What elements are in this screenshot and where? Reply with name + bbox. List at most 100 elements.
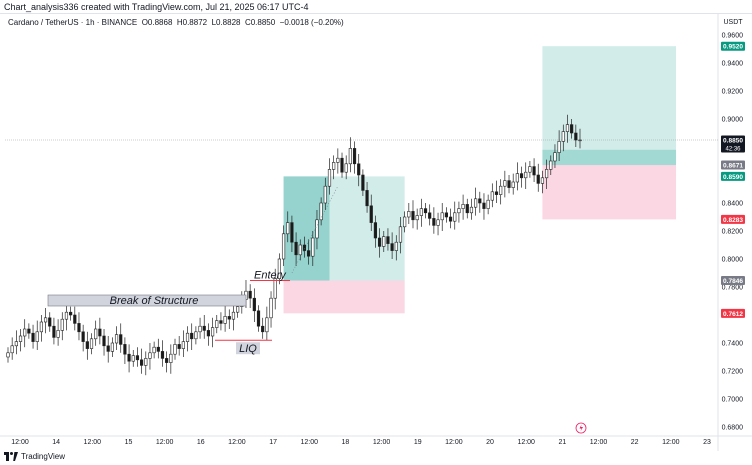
candle-body	[148, 352, 152, 359]
chart-area[interactable]: USDT0.96000.94000.92000.90000.88000.8600…	[0, 13, 752, 451]
candle	[210, 317, 215, 348]
candle	[273, 268, 277, 310]
candle	[227, 309, 231, 329]
footer-brand[interactable]: TradingView	[4, 452, 65, 461]
position-trend-line	[291, 186, 339, 274]
countdown-label: 42:36	[725, 147, 741, 153]
candle	[269, 291, 273, 328]
candle-body	[140, 359, 144, 366]
candle-body	[361, 174, 365, 191]
candle-body	[210, 327, 215, 337]
candle-body	[478, 198, 482, 204]
candle	[156, 338, 160, 359]
candle	[173, 338, 177, 360]
candle	[315, 210, 319, 250]
candle	[519, 166, 524, 188]
candle-body	[18, 335, 23, 342]
candle	[185, 326, 190, 352]
candle	[457, 201, 461, 223]
candle-body	[102, 335, 106, 347]
candle-body	[369, 205, 373, 223]
candle	[307, 239, 311, 265]
candle-body	[252, 297, 256, 312]
candle-body	[177, 344, 181, 349]
candle	[177, 336, 181, 356]
candle-body	[327, 169, 332, 187]
price-chart[interactable]: USDT0.96000.94000.92000.90000.88000.8600…	[0, 14, 752, 451]
candle-body	[357, 163, 361, 176]
candle	[398, 217, 403, 254]
candle	[524, 162, 528, 189]
candle	[215, 315, 219, 334]
candle-body	[31, 332, 35, 342]
candle	[428, 204, 432, 226]
candle	[540, 170, 545, 194]
candle	[465, 198, 469, 219]
candle-body	[386, 236, 390, 244]
candle	[6, 347, 10, 363]
candle-body	[219, 320, 223, 324]
candle-body	[561, 131, 565, 142]
candle	[261, 317, 265, 339]
candle-body	[557, 141, 561, 153]
candle	[290, 215, 294, 252]
candle-body	[298, 244, 302, 256]
candle-body	[574, 132, 578, 141]
y-tick-label: 0.6800	[722, 425, 744, 432]
candle	[294, 232, 298, 266]
candle-body	[440, 212, 444, 221]
x-tick-label: 19	[414, 439, 422, 446]
candle-body	[98, 328, 102, 337]
candle	[98, 317, 102, 345]
candle	[377, 228, 382, 258]
candle	[102, 329, 106, 356]
candle	[35, 320, 39, 350]
price-axis-label-bg	[721, 135, 745, 153]
candle	[570, 119, 574, 139]
candle	[578, 128, 582, 149]
x-tick-label: 12:00	[590, 439, 608, 446]
x-tick-label: 12:00	[300, 439, 318, 446]
candle-body	[206, 330, 211, 337]
candle-body	[236, 306, 240, 313]
price-axis-label: 0.8850	[723, 138, 743, 145]
candle	[148, 343, 152, 370]
candle	[549, 155, 553, 175]
tradingview-logo-icon	[4, 452, 18, 461]
candle	[423, 203, 428, 219]
x-tick-label: 12:00	[373, 439, 391, 446]
candle	[419, 198, 423, 227]
candle-body	[48, 317, 52, 327]
candle	[94, 320, 98, 346]
candle	[373, 215, 378, 248]
candle-body	[69, 311, 73, 316]
price-axis-label-bg	[721, 160, 745, 170]
price-axis-label: 0.7846	[723, 278, 743, 285]
candle-body	[94, 328, 98, 340]
candle-body	[106, 345, 110, 352]
candle-body	[390, 243, 394, 251]
candle-body	[365, 190, 369, 207]
candle-body	[27, 328, 31, 334]
x-tick-label: 14	[52, 439, 60, 446]
candle	[365, 182, 369, 213]
candle-body	[549, 160, 553, 170]
candle	[382, 231, 386, 252]
candle-body	[248, 290, 252, 299]
break-of-structure-label: Break of Structure	[110, 295, 199, 307]
y-tick-label: 0.9000	[722, 117, 744, 124]
y-tick-label: 0.7000	[722, 397, 744, 404]
candle-body	[482, 202, 486, 209]
candle-body	[407, 211, 411, 218]
candle	[69, 306, 73, 321]
candle	[31, 324, 35, 349]
candle	[327, 158, 332, 195]
break-of-structure-box	[47, 294, 247, 307]
candle-body	[185, 332, 190, 342]
legend-open: O0.8868	[141, 18, 173, 27]
candle-body	[110, 342, 114, 352]
candle	[411, 200, 415, 229]
candle-body	[494, 191, 499, 195]
candle-body	[10, 345, 14, 354]
candle	[248, 284, 252, 308]
